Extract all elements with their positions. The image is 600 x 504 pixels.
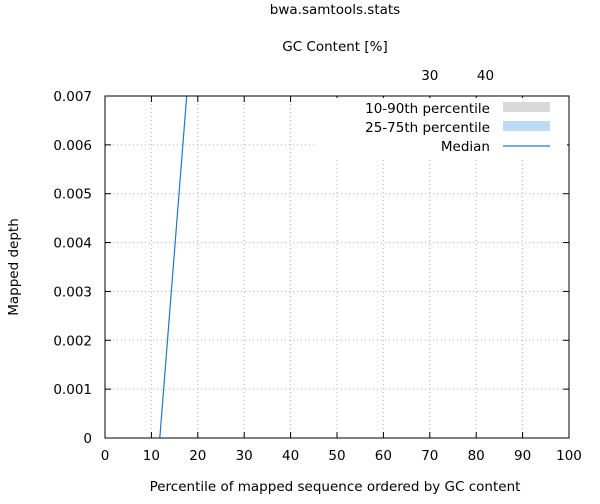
top-axis-tick-label: 30 [421, 68, 438, 84]
y-axis-ticks: 0 0.001 0.002 0.003 0.004 0.005 0.006 0.007 [53, 89, 569, 447]
x-tick-label: 20 [189, 448, 206, 464]
legend-swatch-band [503, 121, 550, 131]
x-tick-label: 30 [236, 448, 253, 464]
x-tick-label: 80 [468, 448, 485, 464]
y-tick-label: 0.007 [53, 89, 92, 105]
legend-swatch-band [503, 102, 550, 112]
y-tick-label: 0.005 [53, 187, 92, 203]
x-tick-label: 50 [328, 448, 345, 464]
legend-label: 25-75th percentile [365, 120, 490, 136]
legend-label: Median [441, 139, 490, 155]
x-axis-ticks: 0 10 20 30 40 50 60 70 80 90 100 [101, 96, 582, 464]
series-layer [159, 95, 188, 439]
top-axis-tick-label: 40 [477, 68, 494, 84]
y-axis-label: Mapped depth [6, 218, 22, 316]
x-tick-label: 70 [421, 448, 438, 464]
series-line-median [159, 95, 188, 439]
x-tick-label: 60 [375, 448, 392, 464]
x-tick-label: 40 [282, 448, 299, 464]
y-tick-label: 0.006 [53, 138, 92, 154]
x-tick-label: 0 [101, 448, 110, 464]
y-tick-label: 0.001 [53, 382, 92, 398]
y-tick-label: 0.004 [53, 236, 92, 252]
x-axis-label: Percentile of mapped sequence ordered by… [150, 479, 521, 495]
chart-title: bwa.samtools.stats [270, 2, 400, 18]
top-axis-ticks: 30 40 [421, 68, 494, 84]
x-tick-label: 100 [556, 448, 582, 464]
x-tick-label: 90 [514, 448, 531, 464]
x-tick-label: 10 [143, 448, 160, 464]
legend: 10-90th percentile 25-75th percentile Medi… [315, 98, 567, 158]
y-tick-label: 0.002 [53, 333, 92, 349]
y-tick-label: 0.003 [53, 284, 92, 300]
legend-label: 10-90th percentile [365, 101, 490, 117]
y-tick-label: 0 [83, 431, 92, 447]
top-axis-label: GC Content [%] [282, 39, 388, 55]
